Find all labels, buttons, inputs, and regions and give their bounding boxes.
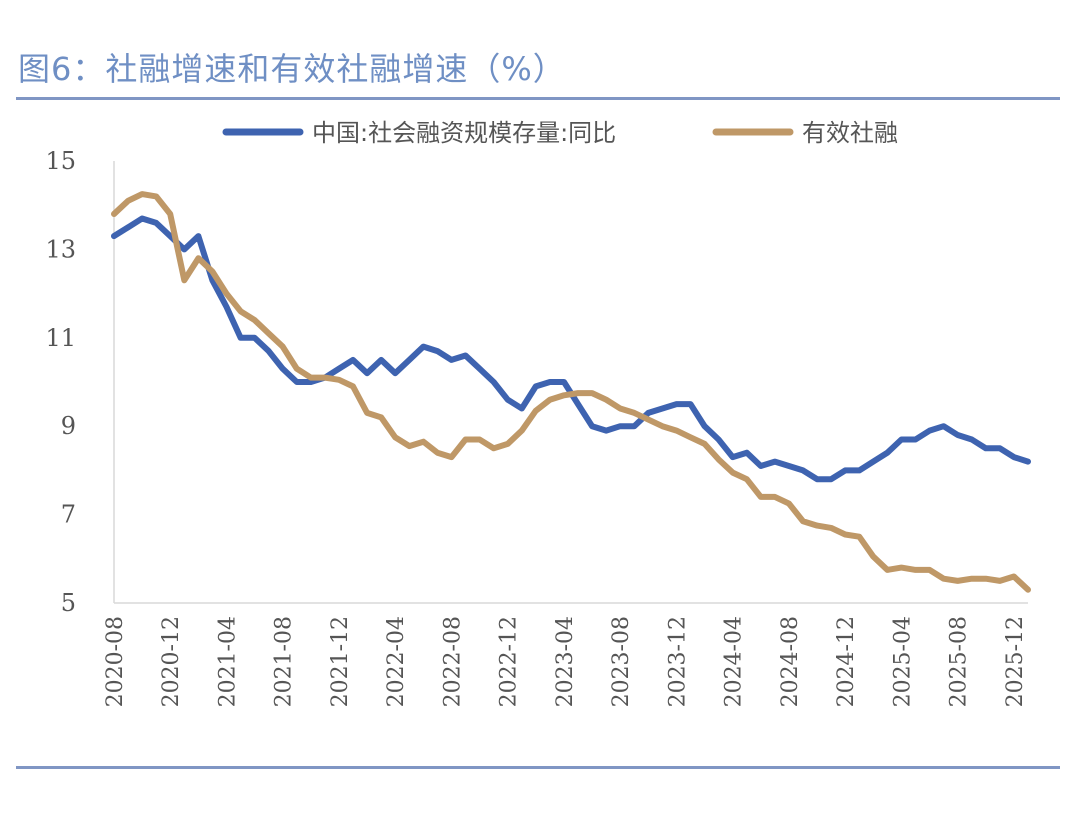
series-lines (111, 191, 1031, 593)
legend-label-series-1: 中国:社会融资规模存量:同比 (312, 119, 616, 147)
figure-title: 图6：社融增速和有效社融增速（%） (18, 50, 566, 88)
top-rule (16, 97, 1060, 100)
x-tick-label: 2024-08 (778, 616, 803, 707)
x-tick-label: 2022-08 (440, 616, 465, 707)
x-tick-label: 2022-04 (384, 616, 409, 707)
bottom-rule (16, 766, 1060, 769)
x-tick-label: 2020-08 (103, 616, 128, 707)
x-tick-label: 2021-08 (272, 616, 297, 707)
x-tick-label: 2025-12 (1003, 616, 1028, 707)
legend: 中国:社会融资规模存量:同比 有效社融 (222, 119, 898, 147)
x-tick-label: 2020-12 (159, 616, 184, 707)
series-line-2 (111, 191, 1031, 593)
y-tick-label: 15 (45, 147, 76, 175)
y-tick-label: 11 (45, 324, 76, 352)
x-tick-label: 2024-04 (722, 616, 747, 707)
y-tick-label: 5 (61, 589, 76, 617)
x-axis-ticks: 2020-08 2020-12 2021-04 2021-08 2021-12 2022-… (103, 616, 1028, 707)
y-tick-label: 13 (45, 235, 76, 263)
y-tick-label: 7 (61, 501, 76, 529)
y-tick-label: 9 (61, 412, 76, 440)
x-tick-label: 2023-12 (665, 616, 690, 707)
x-tick-label: 2021-12 (328, 616, 353, 707)
x-tick-label: 2025-04 (890, 616, 915, 707)
x-tick-label: 2022-12 (497, 616, 522, 707)
x-tick-label: 2023-04 (553, 616, 578, 707)
x-tick-label: 2023-08 (609, 616, 634, 707)
y-axis-ticks: 5 7 9 11 13 15 (45, 147, 76, 617)
x-tick-label: 2021-04 (215, 616, 240, 707)
legend-label-series-2: 有效社融 (802, 119, 898, 147)
x-tick-label: 2025-08 (947, 616, 972, 707)
series-line-1 (111, 215, 1031, 483)
chart-axes (113, 161, 1028, 604)
x-tick-label: 2024-12 (834, 616, 859, 707)
